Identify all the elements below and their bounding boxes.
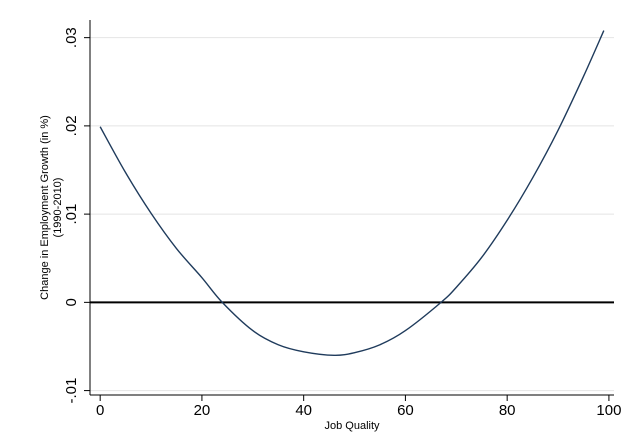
plot-area (90, 20, 614, 395)
x-axis-title: Job Quality (324, 420, 380, 432)
y-axis-title-line2: (1990-2010) (52, 178, 64, 238)
series-line (99, 30, 605, 356)
y-tick-label: -.01 (63, 378, 80, 404)
y-tick-label: .01 (63, 204, 80, 225)
x-tick-label: 80 (499, 402, 516, 419)
y-axis-title: Change in Employment Growth (in %) (39, 115, 51, 300)
y-tick-label: .03 (63, 27, 80, 48)
x-tick-label: 60 (397, 402, 414, 419)
x-tick-label: 20 (194, 402, 211, 419)
x-tick-label: 0 (96, 402, 104, 419)
x-tick-label: 100 (596, 402, 621, 419)
x-ticks: 0 20 40 60 80 100 (96, 395, 621, 419)
y-tick-label: 0 (63, 298, 80, 306)
y-tick-label: .02 (63, 115, 80, 136)
y-ticks: -.01 0 .01 .02 .03 (63, 27, 90, 404)
x-tick-label: 40 (295, 402, 312, 419)
